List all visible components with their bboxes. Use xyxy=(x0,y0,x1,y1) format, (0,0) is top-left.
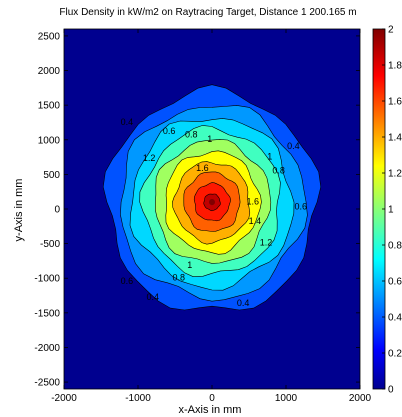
contour-label: 1 xyxy=(187,260,192,270)
contour-label: 0.8 xyxy=(172,273,185,283)
contour-label: 1 xyxy=(267,151,272,161)
colorbar: 2 1.8 1.6 1.4 1.2 1 0.8 0.6 0.4 0.2 0 xyxy=(372,25,402,396)
contour-label: 1.6 xyxy=(196,163,209,173)
x-tick-label: -2000 xyxy=(51,393,77,404)
peak-core xyxy=(209,198,215,206)
contour-label: 0.6 xyxy=(163,126,176,136)
chart-title: Flux Density in kW/m2 on Raytracing Targ… xyxy=(59,7,356,18)
colorbar-tick-label: 1.6 xyxy=(388,97,402,108)
y-tick-label: 2000 xyxy=(38,66,61,77)
y-tick-label: 0 xyxy=(54,205,60,216)
x-tick-label: 1000 xyxy=(275,393,298,404)
y-tick-label: -500 xyxy=(40,239,60,250)
contour-label: 1.6 xyxy=(246,196,259,206)
contour-label: 0.4 xyxy=(147,292,160,302)
y-tick-label: -2000 xyxy=(34,343,60,354)
contour-label: 0.4 xyxy=(287,141,300,151)
x-tick-label: 0 xyxy=(209,393,215,404)
colorbar-tick-label: 0.8 xyxy=(388,241,402,252)
y-axis-label: y-Axis in mm xyxy=(13,179,25,242)
plot-area: 0.40.6 0.8 10.411.20.81.61.6 0.61.41.210.80… xyxy=(34,28,372,404)
colorbar-tick-label: 1.8 xyxy=(388,61,402,72)
y-tick-label: 2500 xyxy=(38,31,61,42)
y-tick-label: -2500 xyxy=(34,378,60,389)
colorbar-tick-label: 0.4 xyxy=(388,313,402,324)
y-tick-label: -1000 xyxy=(34,274,60,285)
contour-label: 1.2 xyxy=(260,237,273,247)
contour-label: 1.2 xyxy=(143,153,156,163)
colorbar-tick-label: 0.2 xyxy=(388,349,402,360)
colorbar-tick-label: 0 xyxy=(388,385,394,396)
x-axis-label: x-Axis in mm xyxy=(179,404,242,416)
colorbar-tick-label: 1 xyxy=(388,205,394,216)
colorbar-tick-label: 0.6 xyxy=(388,277,402,288)
contour-label: 0.8 xyxy=(272,165,285,175)
y-tick-label: 1500 xyxy=(38,101,61,112)
y-tick-label: 1000 xyxy=(38,135,61,146)
contour-label: 0.6 xyxy=(295,201,308,211)
y-tick-label: 500 xyxy=(43,170,60,181)
y-tick-label: -1500 xyxy=(34,308,60,319)
colorbar-tick-label: 1.4 xyxy=(388,133,402,144)
contour-label: 0.4 xyxy=(121,117,134,127)
x-tick-label: -1000 xyxy=(125,393,151,404)
contour-label: 0.6 xyxy=(121,276,134,286)
colorbar-tick-label: 2 xyxy=(388,25,394,36)
contour-label: 1 xyxy=(207,134,212,144)
contour-label: 0.8 xyxy=(185,129,198,139)
colorbar-tick-label: 1.2 xyxy=(388,169,402,180)
contour-label: 1.4 xyxy=(249,216,262,226)
contour-label: 0.4 xyxy=(237,298,250,308)
x-tick-label: 2000 xyxy=(349,393,372,404)
